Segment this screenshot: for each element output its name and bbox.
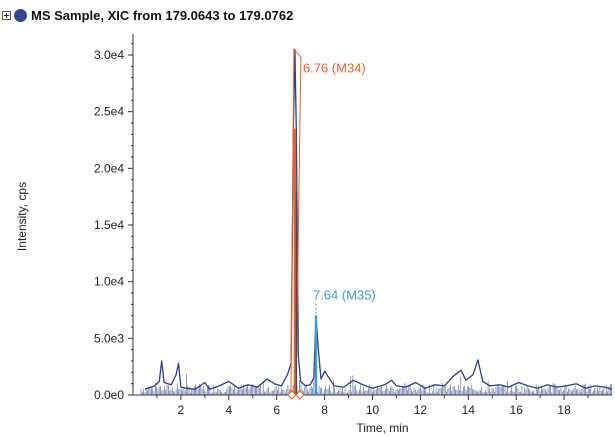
y-tick-label: 3.0e4: [94, 48, 124, 62]
x-tick-label: 14: [462, 403, 476, 417]
data-layer: [140, 48, 613, 395]
axes: 0.0e0 5.0e3 1.0e4 1.5e4 2.0e4 2.5e4 3.0e4 2 4 6 8 1…: [94, 34, 612, 417]
x-tick-label: 10: [366, 403, 380, 417]
x-axis-label: Time, min: [356, 421, 408, 435]
x-tick-label: 6: [273, 403, 280, 417]
sample-marker-icon: [14, 8, 27, 22]
y-tick-label: 1.0e4: [94, 275, 124, 289]
y-tick-label: 2.5e4: [94, 105, 124, 119]
peak-m35-label: 7.64 (M35): [313, 288, 376, 303]
y-axis-label: Intensity, cps: [15, 182, 29, 251]
baseline-noise: [140, 374, 612, 395]
x-tick-label: 4: [225, 403, 232, 417]
annotations: 6.76 (M34) 7.64 (M35): [287, 48, 376, 400]
x-tick-label: 18: [557, 403, 571, 417]
chart-header: MS Sample, XIC from 179.0643 to 179.0762: [2, 5, 293, 25]
peak-m34-start-marker: [287, 390, 297, 400]
expand-icon[interactable]: [2, 11, 11, 20]
x-tick-label: 8: [321, 403, 328, 417]
x-tick-label: 2: [178, 403, 185, 417]
peak-m34-label: 6.76 (M34): [303, 60, 366, 75]
y-tick-label: 5.0e3: [94, 331, 124, 345]
y-tick-label: 1.5e4: [94, 218, 124, 232]
x-tick-label: 12: [414, 403, 428, 417]
peak-m34-outline: [290, 48, 302, 396]
y-tick-label: 0.0e0: [94, 388, 124, 402]
series-line: [144, 48, 613, 390]
chart-title: MS Sample, XIC from 179.0643 to 179.0762: [31, 7, 294, 23]
y-tick-label: 2.0e4: [94, 161, 124, 175]
x-tick-label: 16: [510, 403, 524, 417]
peak-m34-end-marker: [295, 390, 305, 400]
